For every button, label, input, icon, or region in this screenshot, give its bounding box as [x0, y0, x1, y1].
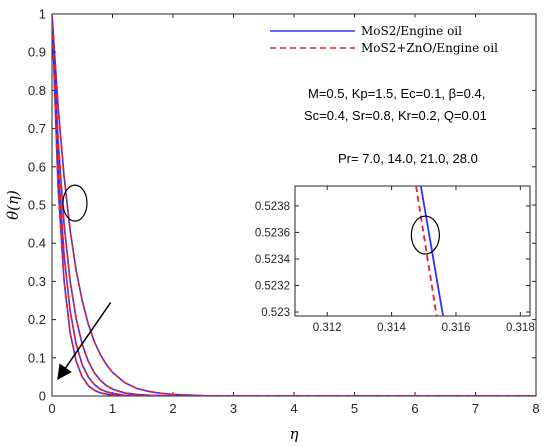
y-tick-label: 0.9 — [28, 45, 46, 60]
inset-y-tick-label: 0.5232 — [255, 280, 290, 292]
series-line-mos2-zno-pr-21 — [52, 14, 536, 396]
inset-x-tick-label: 0.314 — [377, 322, 406, 334]
x-tick-label: 3 — [230, 401, 237, 416]
y-tick-label: 0.2 — [28, 312, 46, 327]
main-series-group — [52, 14, 536, 396]
series-line-mos2-zno-pr-7 — [52, 14, 536, 396]
x-tick-label: 2 — [169, 401, 176, 416]
x-tick-label: 4 — [290, 401, 297, 416]
inset-y-tick-label: 0.5238 — [255, 201, 290, 213]
inset-y-tick-label: 0.523 — [261, 307, 290, 319]
x-tick-label: 8 — [532, 401, 539, 416]
series-line-mos2-zno-pr-28 — [52, 14, 536, 396]
y-tick-label: 1 — [39, 7, 46, 22]
legend: MoS2/Engine oil MoS2+ZnO/Engine oil — [252, 17, 536, 58]
x-tick-label: 1 — [109, 401, 116, 416]
series-line-mos2-zno-pr-14 — [52, 14, 536, 396]
y-tick-label: 0.3 — [28, 274, 46, 289]
legend-label-mos2-zno: MoS2+ZnO/Engine oil — [361, 41, 498, 55]
y-tick-label: 0.4 — [28, 236, 46, 251]
inset-axis-ticks: 0.312 0.314 0.316 0.318 0.523 0.5232 0.5234 0.5… — [255, 186, 535, 334]
y-axis-label: θ(η) — [4, 190, 22, 220]
inset-x-tick-label: 0.312 — [313, 322, 342, 334]
x-axis-label: η — [290, 425, 299, 443]
inset-highlight-ellipse — [410, 215, 440, 255]
inset-y-tick-label: 0.5234 — [255, 254, 291, 266]
main-axis-ticks: 0 1 2 3 4 5 6 7 8 0 0.1 0.2 0.3 0.4 0.5 0.6 0.7 0.8 0.9 1 — [28, 7, 540, 417]
inset-plot-area — [294, 185, 531, 317]
inset-series-line-mos2 — [419, 186, 444, 316]
x-tick-label: 5 — [351, 401, 358, 416]
inset-x-tick-label: 0.318 — [506, 322, 535, 334]
y-tick-label: 0.5 — [28, 198, 46, 213]
x-tick-label: 7 — [472, 401, 479, 416]
inset-x-tick-label: 0.316 — [442, 322, 471, 334]
y-tick-label: 0.6 — [28, 159, 46, 174]
legend-label-mos2: MoS2/Engine oil — [361, 24, 462, 38]
y-tick-label: 0.7 — [28, 121, 46, 136]
inset-series-group — [415, 186, 444, 316]
params-line-2: Sc=0.4, Sr=0.8, Kr=0.2, Q=0.01 — [304, 108, 487, 123]
inset-series-line-mos2-zno — [415, 186, 438, 316]
pr-increase-arrow — [57, 301, 112, 381]
curve-highlight-ellipse — [62, 184, 88, 222]
legend-box — [252, 17, 536, 58]
inset-y-tick-label: 0.5236 — [255, 227, 290, 239]
params-line-1: M=0.5, Kp=1.5, Ec=0.1, β=0.4, — [308, 86, 485, 101]
y-tick-label: 0.8 — [28, 83, 46, 98]
x-tick-label: 0 — [48, 401, 55, 416]
pr-values-label: Pr= 7.0, 14.0, 21.0, 28.0 — [338, 151, 478, 166]
y-tick-label: 0 — [39, 389, 46, 404]
y-tick-label: 0.1 — [28, 350, 46, 365]
x-tick-label: 6 — [411, 401, 418, 416]
